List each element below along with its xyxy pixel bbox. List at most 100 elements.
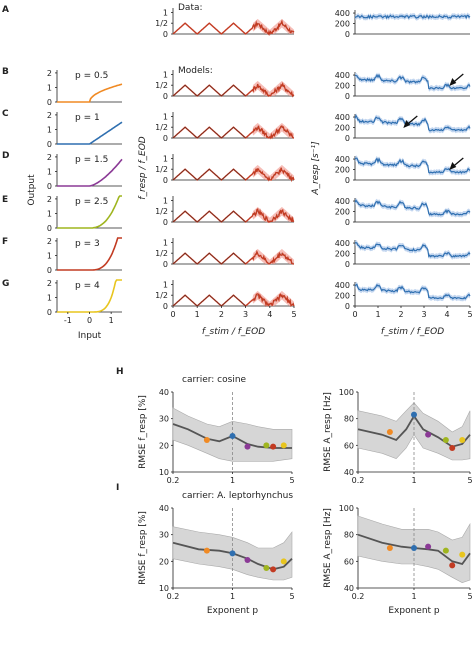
exponent-label: p = 3: [75, 239, 100, 249]
x-tick-label: 5: [291, 310, 296, 319]
y-tick-label: 1/2: [155, 249, 168, 258]
exponent-dot: [449, 445, 456, 451]
exponent-dot: [244, 557, 251, 563]
rmse-band: [357, 402, 471, 461]
x-tick-label: 1: [411, 592, 416, 601]
y-tick-label: 2: [47, 69, 52, 78]
y-tick-label: 40: [159, 388, 169, 397]
arrow-head: [449, 162, 457, 170]
fstim-axis-label-right: f_stim / f_EOD: [381, 327, 444, 337]
rmse-a-axis-label-i: RMSE A_resp [Hz]: [323, 508, 333, 588]
data-label: Data:: [178, 3, 203, 13]
rmse-line: [357, 414, 471, 448]
exponent-dot: [459, 551, 466, 558]
x-tick-label: 0: [87, 316, 92, 325]
y-tick-label: 1: [47, 209, 52, 218]
y-tick-label: 0: [163, 260, 168, 269]
y-tick-label: 200: [335, 82, 350, 91]
exponent-dot: [263, 565, 270, 571]
y-tick-label: 2: [47, 237, 52, 246]
y-tick-label: 200: [335, 166, 350, 175]
fresp-variability-band: [173, 80, 294, 96]
x-tick-label: 3: [421, 310, 426, 319]
exponent-dot: [411, 411, 417, 418]
exponent-dot: [425, 431, 432, 438]
exponent-dot: [280, 442, 287, 449]
y-tick-label: 40: [344, 468, 354, 477]
exponent-dot: [229, 550, 236, 557]
input-axis-label: Input: [78, 331, 102, 341]
y-tick-label: 0: [47, 224, 52, 233]
exponent-dot: [244, 443, 251, 450]
y-tick-label: 400: [335, 9, 350, 18]
aresp-variability-band: [355, 281, 470, 302]
exponent-dot: [459, 437, 466, 443]
x-tick-label: 0.2: [167, 476, 180, 485]
aresp-variability-band: [355, 197, 470, 218]
model-trace: [172, 294, 246, 307]
model-trace: [172, 252, 246, 265]
nonlinearity-curve: [57, 83, 123, 103]
y-tick-label: 1: [47, 83, 52, 92]
aresp-line: [354, 199, 471, 216]
x-tick-label: 0: [352, 310, 357, 319]
x-tick-label: 5: [467, 310, 472, 319]
y-tick-label: 400: [335, 281, 350, 290]
y-tick-label: 20: [159, 557, 169, 566]
x-tick-label: 5: [289, 592, 294, 601]
exponent-label: p = 1.5: [75, 155, 108, 165]
y-tick-label: 10: [159, 584, 169, 593]
x-tick-label: 4: [267, 310, 272, 319]
x-tick-label: 0.2: [352, 476, 365, 485]
y-tick-label: 200: [335, 208, 350, 217]
y-tick-label: 60: [344, 441, 354, 450]
aresp-axes: [354, 114, 470, 139]
nonlinearity-curve: [57, 237, 122, 271]
y-tick-label: 80: [344, 415, 354, 424]
y-tick-label: 1/2: [155, 165, 168, 174]
x-tick-label: 1: [411, 476, 416, 485]
x-tick-label: 5: [289, 476, 294, 485]
panel-letter-a: A: [2, 5, 9, 15]
y-tick-label: 80: [344, 531, 354, 540]
y-tick-label: 400: [335, 197, 350, 206]
y-tick-label: 2: [47, 111, 52, 120]
fresp-variability-band: [173, 18, 294, 34]
exponent-dot: [270, 566, 277, 573]
y-tick-label: 1/2: [155, 123, 168, 132]
aresp-line: [354, 242, 471, 258]
y-tick-label: 1: [163, 280, 168, 289]
exponent-axis-label: Exponent p: [388, 606, 440, 616]
y-tick-label: 0: [345, 260, 350, 269]
exponent-dot: [270, 443, 277, 450]
y-tick-label: 0: [163, 302, 168, 311]
exponent-dot: [229, 433, 236, 439]
y-tick-label: 0: [47, 98, 52, 107]
y-tick-label: 1: [163, 70, 168, 79]
y-tick-label: 1: [163, 112, 168, 121]
y-tick-label: 0: [345, 176, 350, 185]
y-tick-label: 0: [163, 92, 168, 101]
y-tick-label: 2: [47, 279, 52, 288]
exponent-dot: [442, 437, 449, 443]
arrow-head: [403, 120, 411, 128]
y-tick-label: 1: [163, 8, 168, 17]
x-tick-label: 0: [170, 310, 175, 319]
x-tick-label: 3: [243, 310, 248, 319]
y-tick-label: 30: [159, 531, 169, 540]
y-tick-label: 0: [47, 266, 52, 275]
panel-letter-g: G: [2, 279, 9, 289]
y-tick-label: 200: [335, 20, 350, 29]
y-tick-label: 1: [47, 125, 52, 134]
y-tick-label: 0: [163, 218, 168, 227]
aresp-line: [354, 283, 471, 300]
y-tick-label: 0: [163, 176, 168, 185]
y-tick-label: 200: [335, 124, 350, 133]
fstim-axis-label-mid: f_stim / f_EOD: [202, 327, 265, 337]
exponent-dot: [425, 543, 432, 550]
y-tick-label: 60: [344, 557, 354, 566]
x-tick-label: -1: [64, 316, 72, 325]
y-tick-label: 30: [159, 415, 169, 424]
y-tick-label: 0: [345, 30, 350, 39]
panel-letter-b: B: [2, 67, 9, 77]
